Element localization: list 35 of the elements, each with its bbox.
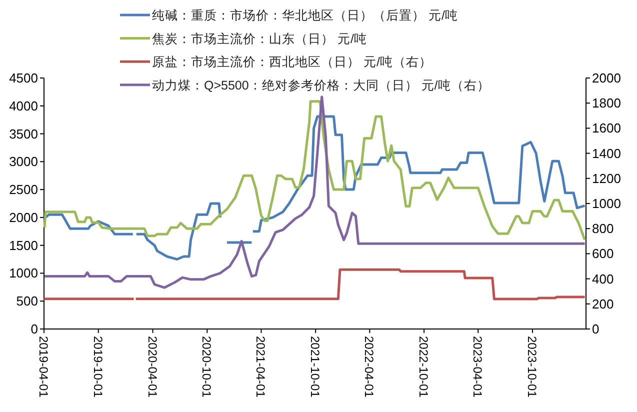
y2-tick-label: 200 bbox=[592, 296, 614, 312]
y-tick-label: 4500 bbox=[9, 70, 38, 86]
x-tick-label: 2021-10-01 bbox=[308, 336, 322, 398]
x-tick-label: 2021-04-01 bbox=[254, 336, 268, 398]
y-tick-label: 2500 bbox=[9, 182, 38, 198]
y2-tick-label: 1400 bbox=[592, 146, 621, 161]
y-tick-label: 4000 bbox=[9, 98, 38, 114]
x-tick-label: 2023-04-01 bbox=[470, 336, 485, 398]
x-tick-label: 2020-04-01 bbox=[145, 336, 160, 398]
legend-label: 动力煤：Q>5500：绝对参考价格：大同（日） 元/吨（右） bbox=[152, 78, 490, 92]
x-tick-label: 2022-10-01 bbox=[416, 336, 431, 398]
y-tick-label: 3500 bbox=[9, 126, 38, 142]
legend-label: 纯碱：重质：市场价：华北地区（日）（后置） 元/吨 bbox=[152, 8, 458, 22]
legend-label: 原盐：市场主流价：西北地区（日） 元/吨（右） bbox=[152, 54, 432, 70]
y2-tick-label: 1000 bbox=[592, 196, 621, 211]
y2-tick-label: 1800 bbox=[592, 96, 621, 111]
x-tick-label: 2023-10-01 bbox=[525, 336, 540, 398]
y-tick-label: 0 bbox=[30, 322, 38, 336]
x-tick-label: 2019-04-01 bbox=[36, 336, 50, 398]
y2-tick-label: 600 bbox=[592, 246, 614, 262]
y-tick-label: 1500 bbox=[9, 238, 38, 253]
y2-tick-label: 1200 bbox=[592, 170, 621, 186]
y2-tick-label: 0 bbox=[592, 322, 600, 336]
x-tick-label: 2019-10-01 bbox=[90, 336, 105, 398]
y2-tick-label: 400 bbox=[592, 271, 614, 286]
y-tick-label: 2000 bbox=[9, 210, 38, 225]
y2-tick-label: 800 bbox=[592, 221, 614, 236]
legend-label: 焦炭：市场主流价：山东（日） 元/吨 bbox=[152, 30, 367, 46]
y-tick-label: 3000 bbox=[9, 154, 38, 170]
x-tick-label: 2022-04-01 bbox=[362, 336, 376, 398]
y2-tick-label: 2000 bbox=[592, 70, 621, 86]
y-tick-label: 1000 bbox=[9, 266, 38, 281]
y2-tick-label: 1600 bbox=[592, 120, 621, 136]
y-tick-label: 500 bbox=[16, 294, 38, 309]
x-tick-label: 2020-10-01 bbox=[200, 336, 214, 398]
